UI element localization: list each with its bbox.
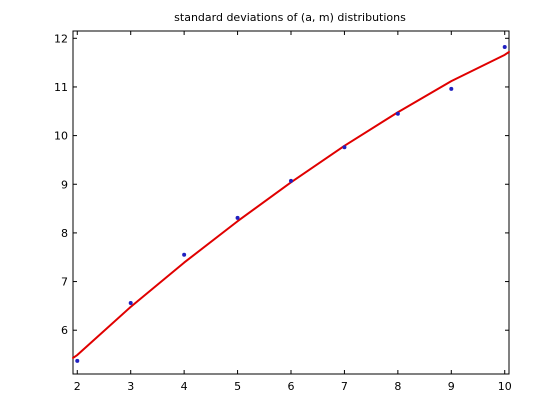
y-tick-label-1: 7	[61, 276, 68, 289]
data-point-5	[342, 145, 347, 150]
y-tick-label-3: 9	[61, 178, 68, 191]
y-axis: 6 7 8 9 10 11 12	[54, 32, 509, 337]
x-tick-label-1: 3	[127, 380, 134, 393]
series-layer	[72, 45, 510, 363]
data-point-0	[75, 358, 80, 363]
x-tick-label-3: 5	[234, 380, 241, 393]
data-point-3	[235, 215, 240, 220]
y-tick-label-5: 11	[54, 81, 68, 94]
x-tick-label-6: 8	[394, 380, 401, 393]
data-point-4	[289, 178, 293, 183]
data-point-6	[395, 111, 400, 116]
y-tick-label-0: 6	[61, 324, 68, 337]
data-point-2	[182, 252, 187, 257]
x-tick-label-4: 6	[288, 380, 295, 393]
x-tick-label-2: 4	[181, 380, 188, 393]
data-point-8	[502, 45, 507, 50]
plot-area	[72, 30, 510, 375]
y-tick-label-6: 12	[54, 32, 68, 45]
x-tick-label-7: 9	[448, 380, 455, 393]
x-tick-label-8: 10	[498, 380, 512, 393]
x-tick-label-5: 7	[341, 380, 348, 393]
data-point-1	[128, 300, 133, 305]
x-axis: 2 3 4 5 6 7 8 9 10	[74, 31, 512, 393]
data-point-7	[449, 86, 454, 91]
y-tick-label-2: 8	[61, 227, 68, 240]
chart-title: standard deviations of (a, m) distributi…	[174, 11, 406, 24]
x-tick-label-0: 2	[74, 380, 81, 393]
y-tick-label-4: 10	[54, 130, 68, 143]
